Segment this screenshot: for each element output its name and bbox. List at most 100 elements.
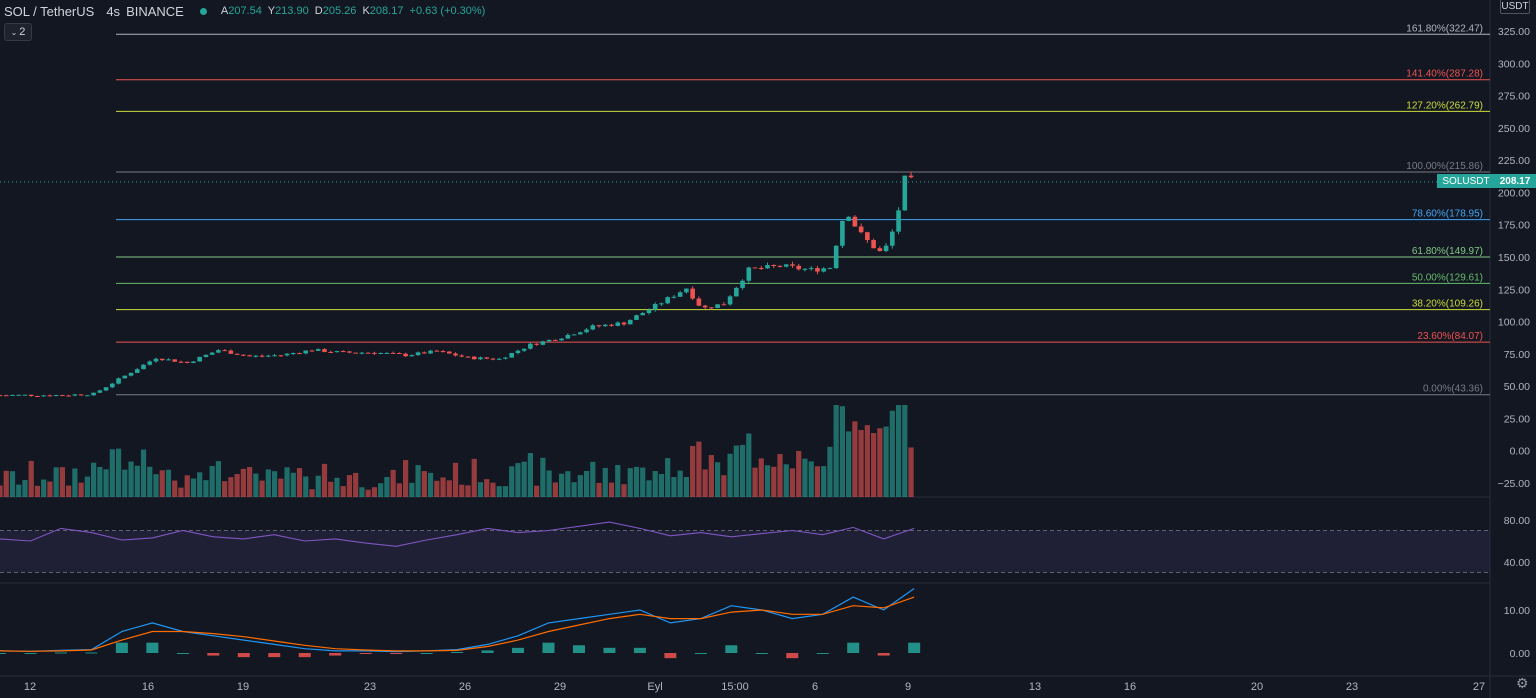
candle-body [3, 395, 9, 397]
chart-header: SOL / TetherUS 4s BINANCE A207.54 Y213.9… [4, 2, 488, 20]
macd-histogram-bar [176, 653, 189, 654]
fib-level-label: 141.40%(287.28) [1406, 69, 1483, 80]
indicators-toggle-button[interactable]: ⌄ 2 [4, 23, 32, 41]
rsi-band [0, 530, 1490, 573]
candle-body [796, 265, 802, 270]
close-value: 208.17 [369, 5, 404, 17]
volume-bar [427, 472, 434, 497]
fib-level-label: 50.00%(129.61) [1412, 272, 1483, 283]
volume-bar [739, 444, 746, 497]
candle-body [709, 307, 714, 309]
price-tick-label: 100.00 [1498, 317, 1530, 329]
macd-histogram-bar [420, 653, 433, 654]
candle-body [808, 268, 814, 270]
volume-bar [66, 485, 72, 497]
macd-histogram-bar [877, 653, 890, 656]
candle-body [409, 355, 415, 357]
volume-bar [671, 477, 677, 497]
candle-body [16, 394, 22, 396]
candle-body [166, 359, 171, 361]
volume-bar [234, 474, 240, 497]
candle-body [752, 267, 758, 269]
macd-histogram-bar [694, 653, 707, 654]
macd-histogram-bar [512, 647, 525, 653]
candle-body [546, 339, 552, 342]
macd-histogram-bar [0, 653, 6, 654]
candle-body [241, 354, 246, 356]
candle-body [422, 352, 427, 354]
volume-bar [864, 425, 870, 497]
candle-body [434, 350, 440, 352]
macd-histogram-bar [359, 653, 372, 655]
currency-badge[interactable]: USDT [1500, 0, 1530, 14]
macd-histogram-bar [786, 653, 799, 659]
candle-body [453, 353, 458, 356]
candle-body [871, 240, 876, 249]
macd-histogram-bar [908, 642, 921, 653]
candle-body [247, 355, 252, 357]
macd-histogram-bar [85, 652, 98, 654]
candle-body [858, 226, 864, 233]
volume-bar [814, 466, 821, 497]
volume-bar [140, 449, 147, 497]
candle-body [509, 352, 514, 358]
volume-bar [309, 489, 315, 497]
candle-body [883, 245, 889, 252]
interval-label[interactable]: 4s [106, 3, 121, 19]
time-tick-label: 26 [459, 681, 471, 693]
candle-body [846, 216, 851, 221]
candle-body [465, 356, 471, 358]
candle-body [702, 305, 708, 308]
volume-bar [440, 477, 446, 497]
candle-body [35, 396, 40, 398]
volume-bar [103, 469, 109, 497]
candle-body [378, 352, 383, 354]
time-tick-label: 16 [142, 681, 154, 693]
candle-body [328, 351, 334, 353]
volume-bar [41, 479, 47, 497]
candle-body [677, 292, 683, 297]
macd-histogram-bar [816, 653, 829, 654]
gear-icon[interactable]: ⚙ [1516, 675, 1529, 691]
volume-bar [839, 406, 845, 497]
volume-bar [871, 432, 877, 497]
macd-histogram-bar [268, 653, 281, 658]
macd-histogram-bar [298, 653, 311, 658]
candle-body [902, 175, 908, 211]
volume-bar [0, 485, 3, 497]
price-tick-label: 125.00 [1498, 284, 1530, 296]
volume-bar [621, 484, 627, 497]
candle-body [85, 395, 90, 397]
candle-body [865, 232, 870, 241]
macd-histogram-bar [481, 650, 494, 653]
change-value: +0.63 (+0.30%) [409, 5, 486, 17]
volume-bar [821, 466, 827, 497]
volume-bar [877, 428, 883, 497]
fib-level-label: 161.80%(322.47) [1406, 23, 1483, 34]
candle-body [659, 303, 664, 305]
candle-body [290, 353, 296, 355]
candle-body [178, 361, 184, 363]
candle-body [390, 352, 396, 354]
candle-body [671, 296, 677, 298]
volume-bar [565, 471, 571, 497]
candle-body [397, 352, 402, 354]
volume-bar [596, 482, 602, 497]
fib-level-label: 100.00%(215.86) [1406, 161, 1483, 172]
candle-body [415, 352, 421, 356]
candle-body [28, 394, 34, 397]
time-tick-label: 23 [364, 681, 376, 693]
volume-bar [247, 467, 253, 497]
volume-bar [477, 482, 484, 497]
high-value: 213.90 [275, 5, 309, 17]
macd-histogram-bar [603, 647, 616, 653]
candle-body [540, 341, 546, 345]
candle-body [615, 322, 621, 326]
symbol-title[interactable]: SOL / TetherUS [4, 3, 95, 19]
volume-bar [197, 472, 203, 497]
volume-bar [128, 461, 134, 497]
volume-bar [727, 453, 733, 497]
volume-bar [764, 465, 771, 497]
